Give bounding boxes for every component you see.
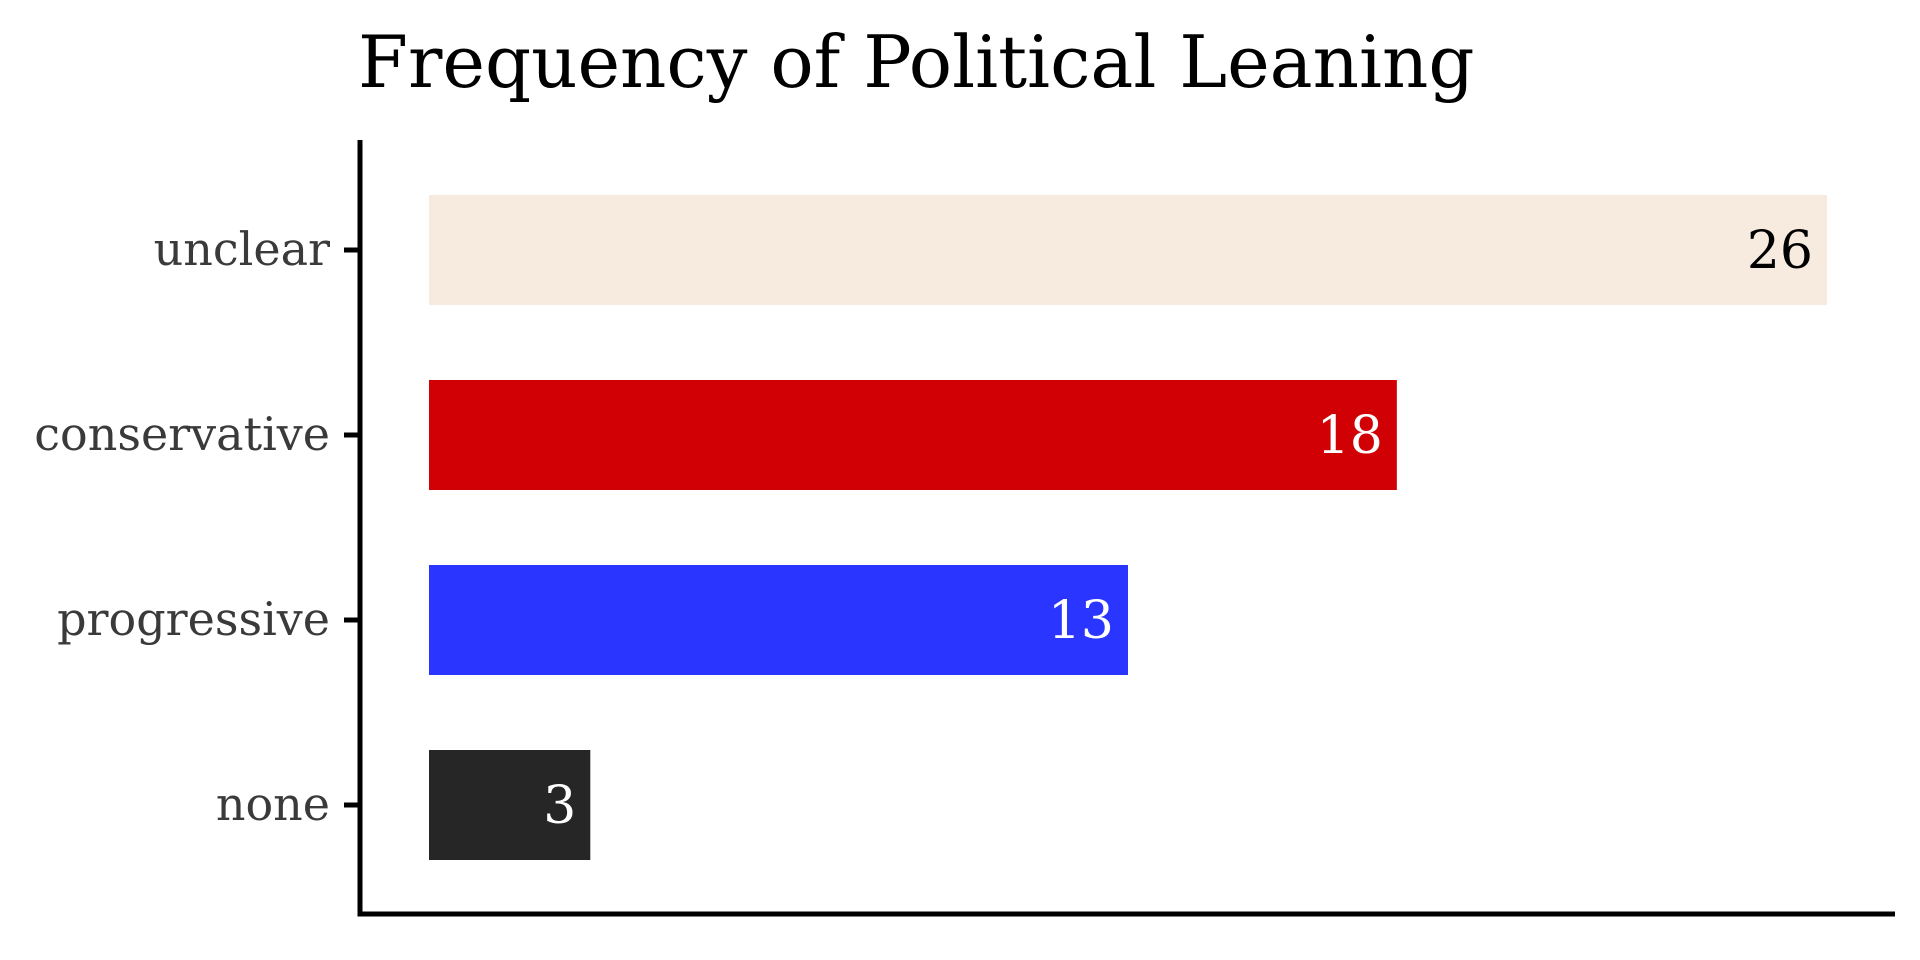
chart-title: Frequency of Political Leaning bbox=[358, 20, 1475, 104]
y-tick-label-conservative: conservative bbox=[34, 407, 330, 461]
bar-conservative bbox=[429, 380, 1397, 490]
data-label-progressive: 13 bbox=[1048, 591, 1114, 651]
y-tick-label-unclear: unclear bbox=[154, 222, 330, 276]
bar-progressive bbox=[429, 565, 1128, 675]
y-tick-label-none: none bbox=[216, 777, 330, 831]
data-label-conservative: 18 bbox=[1317, 406, 1383, 466]
labels-layer: 26 18 13 3 bbox=[543, 221, 1813, 836]
y-tick-label-progressive: progressive bbox=[57, 592, 330, 646]
bars-layer bbox=[429, 195, 1827, 860]
data-label-unclear: 26 bbox=[1747, 221, 1813, 281]
bar-none bbox=[429, 750, 591, 860]
data-label-none: 3 bbox=[543, 776, 576, 836]
axes-layer: unclear conservative progressive none bbox=[34, 140, 1895, 917]
bar-unclear bbox=[429, 195, 1827, 305]
